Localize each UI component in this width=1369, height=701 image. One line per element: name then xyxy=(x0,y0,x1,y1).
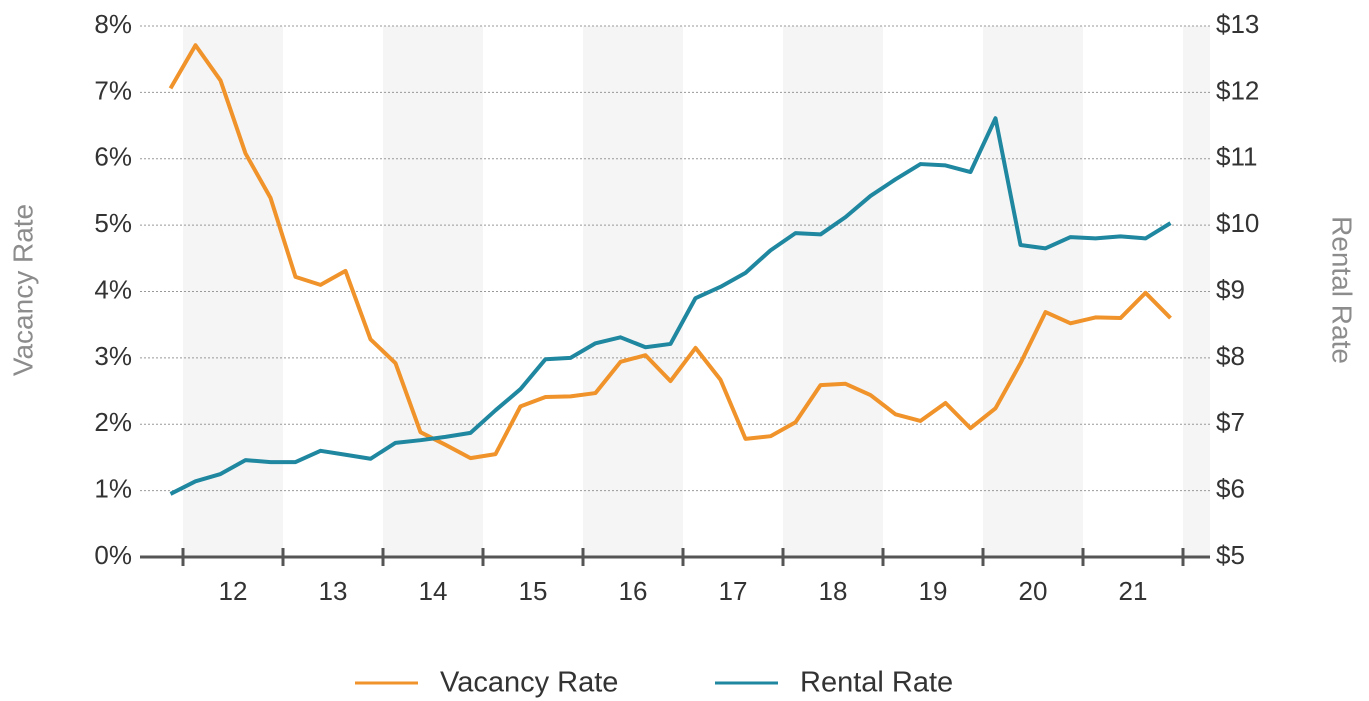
y2-tick-label: $6 xyxy=(1216,474,1245,504)
y2-tick-label: $12 xyxy=(1216,75,1259,105)
y2-tick-label: $11 xyxy=(1216,142,1257,172)
x-tick-label: 17 xyxy=(719,576,748,606)
series-line xyxy=(169,116,1172,496)
y-tick-label: 3% xyxy=(94,341,132,371)
x-tick-label: 14 xyxy=(419,576,448,606)
y2-tick-label: $7 xyxy=(1216,407,1245,437)
y2-tick-label: $8 xyxy=(1216,341,1245,371)
y-tick-label: 7% xyxy=(94,75,132,105)
x-tick-label: 15 xyxy=(519,576,548,606)
y-tick-label: 6% xyxy=(94,142,132,172)
legend-label: Rental Rate xyxy=(800,667,953,699)
y-axis-title: Vacancy Rate xyxy=(7,204,38,376)
x-tick-label: 12 xyxy=(219,576,248,606)
y-tick-label: 0% xyxy=(94,540,132,570)
y-tick-label: 4% xyxy=(94,274,132,304)
y2-tick-label: $5 xyxy=(1216,540,1245,570)
y2-tick-label: $9 xyxy=(1216,274,1245,304)
y2-axis-title: Rental Rate xyxy=(1327,216,1358,364)
x-tick-label: 16 xyxy=(619,576,648,606)
y-tick-label: 1% xyxy=(94,474,132,504)
y-tick-label: 5% xyxy=(94,208,132,238)
y2-tick-label: $10 xyxy=(1216,208,1259,238)
x-tick-label: 18 xyxy=(819,576,848,606)
y-tick-label: 2% xyxy=(94,407,132,437)
x-tick-label: 20 xyxy=(1019,576,1048,606)
series-line xyxy=(168,43,1172,461)
x-tick-label: 19 xyxy=(919,576,948,606)
x-tick-label: 13 xyxy=(319,576,348,606)
legend-label: Vacancy Rate xyxy=(440,667,618,699)
x-tick-label: 21 xyxy=(1119,576,1148,606)
y2-tick-label: $13 xyxy=(1216,9,1259,39)
y-tick-label: 8% xyxy=(94,9,132,39)
